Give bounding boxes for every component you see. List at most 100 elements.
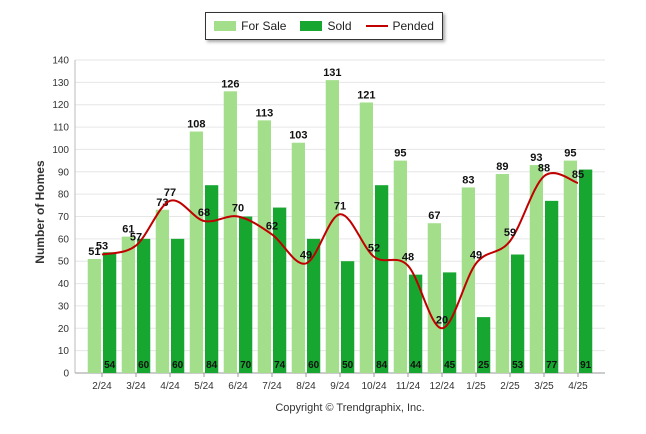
chart-plot: 0 10 20 30 40 50 60 70 80 90 100 110 120 130 140 2/24 51… xyxy=(52,56,605,392)
bar-for-sale xyxy=(155,209,169,373)
bar-sold xyxy=(341,261,355,373)
y-tick-label: 0 xyxy=(63,369,69,380)
bar-sold xyxy=(307,238,321,373)
y-tick-label: 130 xyxy=(52,78,69,89)
bar-sold xyxy=(137,238,151,373)
x-tick-label: 11/24 xyxy=(396,381,421,392)
bar-sold xyxy=(239,216,253,373)
x-tick-label: 9/24 xyxy=(330,381,350,392)
y-tick-label: 100 xyxy=(52,145,69,156)
x-tick-label: 6/24 xyxy=(228,381,248,392)
legend-label-for-sale: For Sale xyxy=(241,19,287,33)
data-label-pended: 49 xyxy=(470,249,482,261)
y-tick-label: 30 xyxy=(58,301,70,312)
legend-swatch-for-sale xyxy=(214,21,237,31)
data-label-sold: 60 xyxy=(172,360,184,371)
x-tick-label: 4/24 xyxy=(160,381,180,392)
data-label-sold: 54 xyxy=(104,360,116,371)
bar-sold xyxy=(375,185,389,373)
bar-sold xyxy=(205,185,219,373)
data-label-sold: 60 xyxy=(138,360,150,371)
data-label-pended: 88 xyxy=(538,162,550,174)
bar-sold xyxy=(511,254,525,373)
data-label-for-sale: 95 xyxy=(564,148,576,160)
bar-for-sale xyxy=(223,91,237,374)
data-label-sold: 60 xyxy=(308,360,320,371)
data-label-for-sale: 121 xyxy=(357,89,375,101)
chart-legend: For Sale Sold Pended xyxy=(205,12,443,40)
data-label-pended: 49 xyxy=(300,249,312,261)
bar-sold xyxy=(409,274,423,373)
data-label-sold: 84 xyxy=(206,360,218,371)
bar-sold xyxy=(579,169,593,373)
data-label-sold: 74 xyxy=(274,360,286,371)
bar-for-sale xyxy=(189,131,203,373)
data-label-for-sale: 51 xyxy=(88,246,100,258)
data-label-for-sale: 126 xyxy=(221,78,239,90)
data-label-sold: 45 xyxy=(444,360,456,371)
data-label-for-sale: 95 xyxy=(394,148,406,160)
y-tick-label: 140 xyxy=(52,56,69,67)
data-label-sold: 70 xyxy=(240,360,252,371)
legend-label-sold: Sold xyxy=(327,19,352,33)
y-tick-label: 80 xyxy=(58,190,70,201)
bar-for-sale xyxy=(427,223,441,373)
bar-sold xyxy=(103,252,117,373)
data-label-sold: 50 xyxy=(342,360,354,371)
line-pended xyxy=(101,172,579,330)
x-tick-label: 5/24 xyxy=(194,381,214,392)
data-label-sold: 44 xyxy=(410,360,422,371)
bar-for-sale xyxy=(529,165,543,373)
data-label-sold: 91 xyxy=(580,360,592,371)
data-label-pended: 48 xyxy=(402,252,414,264)
data-label-for-sale: 108 xyxy=(187,119,205,131)
data-label-sold: 53 xyxy=(512,360,524,371)
legend-item-for-sale: For Sale xyxy=(214,19,286,33)
x-tick-label: 10/24 xyxy=(361,381,386,392)
bar-for-sale xyxy=(495,174,509,373)
bar-for-sale xyxy=(359,102,373,373)
bar-sold xyxy=(545,200,559,373)
data-label-for-sale: 113 xyxy=(255,107,273,119)
data-label-for-sale: 93 xyxy=(530,152,542,164)
bar-sold xyxy=(273,207,287,373)
legend-label-pended: Pended xyxy=(392,19,434,33)
bar-for-sale xyxy=(121,236,135,373)
data-label-pended: 77 xyxy=(164,187,176,199)
data-label-pended: 59 xyxy=(504,227,516,239)
data-label-pended: 53 xyxy=(96,241,108,253)
x-tick-label: 8/24 xyxy=(296,381,316,392)
data-label-sold: 77 xyxy=(546,360,558,371)
y-tick-label: 60 xyxy=(58,234,70,245)
data-label-sold: 84 xyxy=(376,360,388,371)
data-label-for-sale: 83 xyxy=(462,174,474,186)
data-label-for-sale: 103 xyxy=(289,130,307,142)
data-label-pended: 70 xyxy=(232,203,244,215)
bar-for-sale xyxy=(257,120,271,373)
x-tick-label: 3/25 xyxy=(534,381,554,392)
x-tick-label: 3/24 xyxy=(126,381,146,392)
y-tick-label: 20 xyxy=(58,324,70,335)
bar-sold xyxy=(477,317,491,373)
data-label-for-sale: 61 xyxy=(122,224,134,236)
bar-for-sale xyxy=(87,258,101,373)
y-tick-label: 110 xyxy=(53,123,69,134)
bar-for-sale xyxy=(563,160,577,373)
data-label-for-sale: 89 xyxy=(496,161,508,173)
y-tick-label: 40 xyxy=(58,279,70,290)
y-tick-label: 70 xyxy=(58,212,70,223)
data-label-pended: 57 xyxy=(130,232,142,244)
y-tick-label: 50 xyxy=(58,257,70,268)
copyright-footer: Copyright © Trendgraphix, Inc. xyxy=(275,402,425,414)
legend-item-sold: Sold xyxy=(300,19,352,33)
x-tick-label: 1/25 xyxy=(466,381,486,392)
data-label-for-sale: 73 xyxy=(156,197,168,209)
data-label-pended: 85 xyxy=(572,169,584,181)
x-tick-label: 12/24 xyxy=(429,381,454,392)
y-tick-label: 120 xyxy=(52,100,69,111)
y-tick-label: 10 xyxy=(58,346,70,357)
x-tick-label: 2/24 xyxy=(92,381,112,392)
legend-swatch-sold xyxy=(300,21,323,31)
x-tick-label: 2/25 xyxy=(500,381,520,392)
x-tick-label: 7/24 xyxy=(262,381,282,392)
